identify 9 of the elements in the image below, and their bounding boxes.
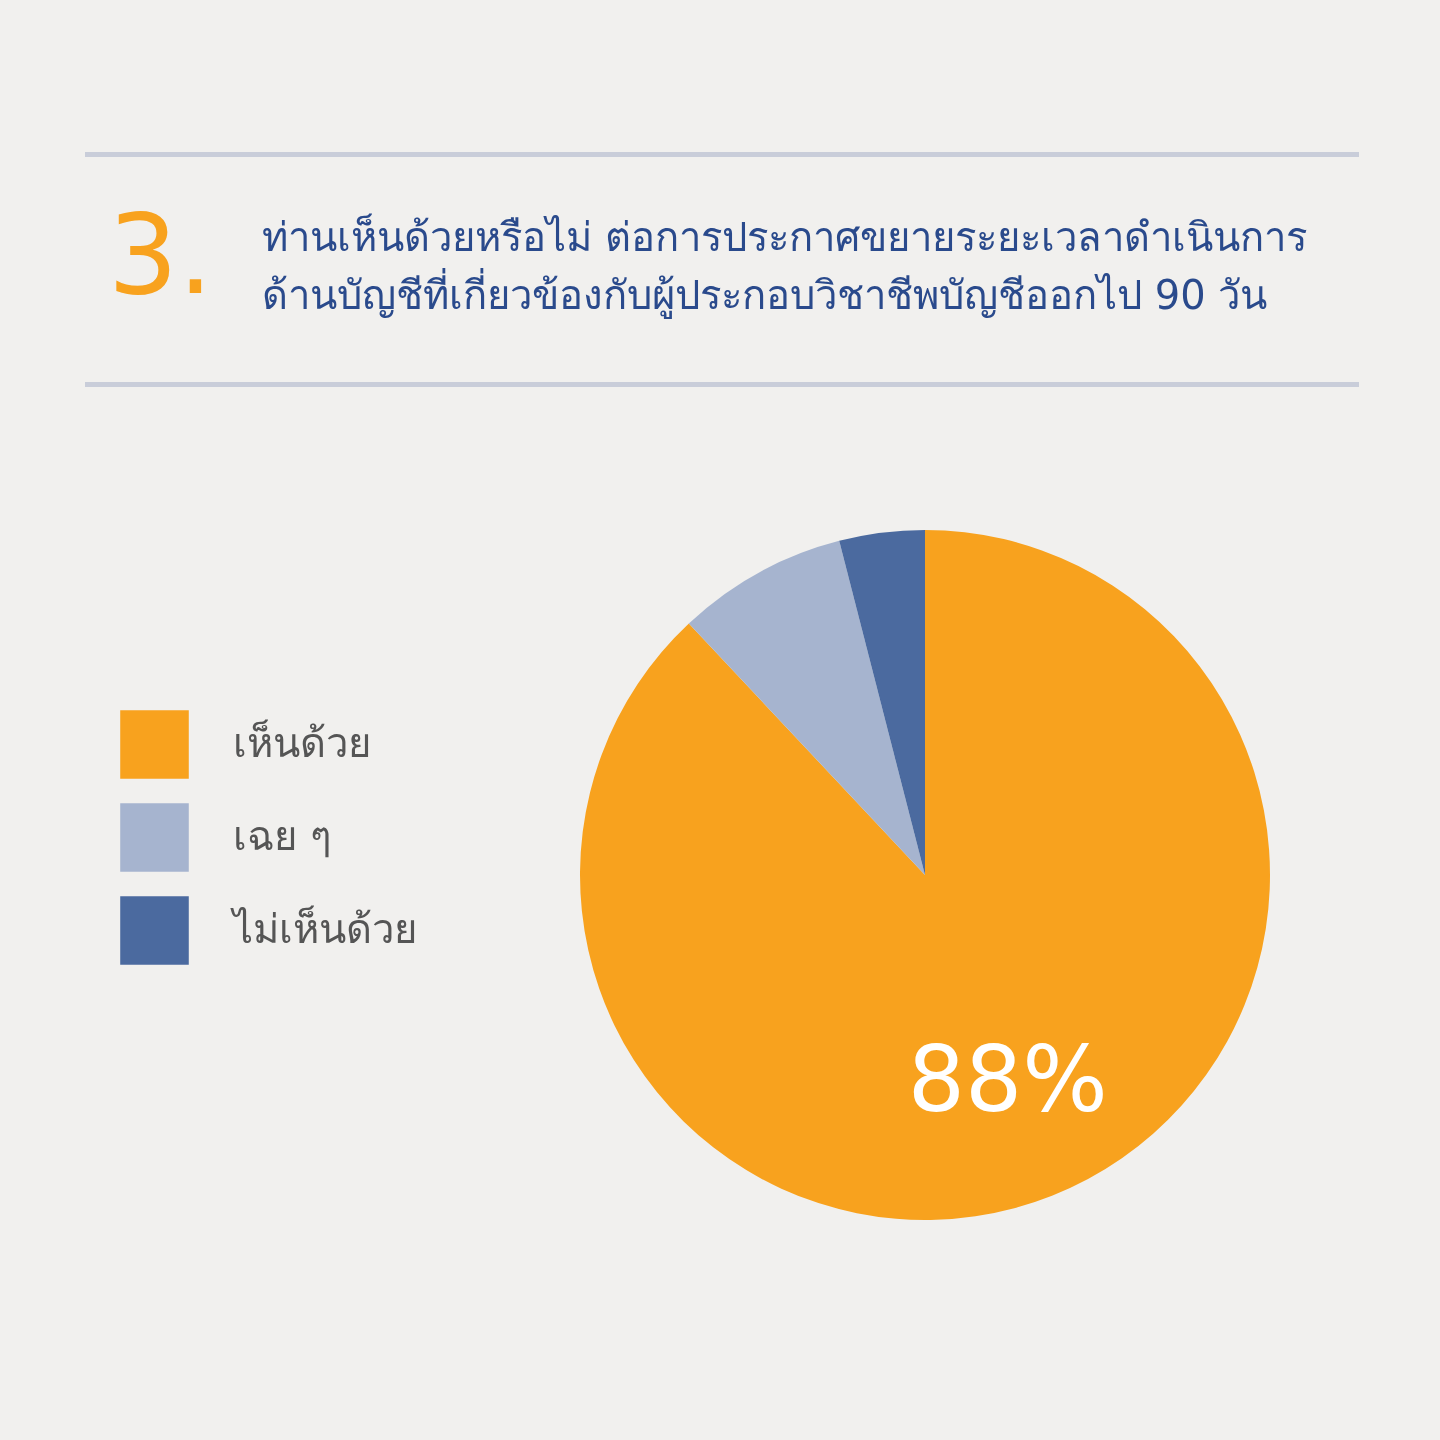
pie-slice xyxy=(688,540,925,875)
legend-label: ไม่เห็นด้วย xyxy=(230,904,417,952)
chart-title: ท่านเห็นด้วยหรือไม่ ต่อการประกาศขยายระยะเวลาดำเนินการด้านบัญชีที่เกี่ยวข้องกับผู้ประกอบวิชาชีพบัญชีออกไป 90 วัน xyxy=(262,212,1308,321)
text: 3. xyxy=(108,191,213,319)
data-label: 88% xyxy=(907,1027,1108,1133)
legend-label: เห็นด้วย xyxy=(233,718,371,766)
pie-slice xyxy=(580,530,1270,1220)
pie-slice xyxy=(839,530,925,875)
legend-label: เฉย ๆ xyxy=(233,812,331,859)
